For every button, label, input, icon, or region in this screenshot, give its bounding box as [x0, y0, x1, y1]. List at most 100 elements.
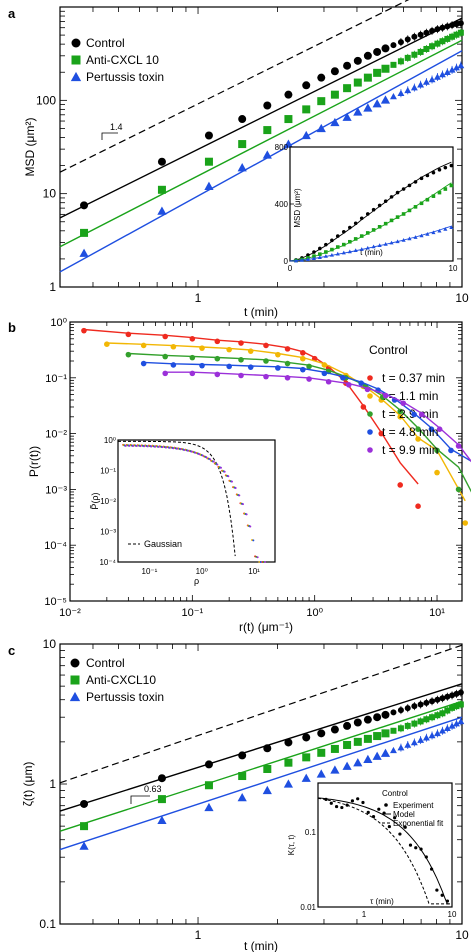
- inset-bg: [118, 440, 275, 562]
- inset-point: [425, 197, 430, 202]
- panel-c: c 1 10 0.1 1 10 t (min) ζ(t) (μm) 0.63 Control Ant…: [8, 637, 469, 952]
- data-point: [457, 689, 464, 696]
- data-point: [390, 93, 397, 100]
- data-point: [423, 699, 430, 706]
- inset-point: [424, 855, 428, 859]
- data-point: [300, 366, 306, 373]
- inset-point: [353, 248, 358, 252]
- data-point: [404, 54, 411, 61]
- y-axis-label: P(r(t)): [27, 446, 41, 477]
- plot-frame: [59, 6, 463, 288]
- inset-point: [190, 450, 193, 453]
- data-point: [317, 748, 326, 757]
- inset-point: [377, 203, 382, 208]
- inset-point: [318, 252, 322, 256]
- inset-point: [377, 225, 382, 229]
- inset-point: [443, 165, 448, 170]
- data-point: [433, 73, 441, 80]
- data-point: [214, 371, 221, 378]
- data-point: [306, 376, 312, 382]
- data-point: [353, 737, 362, 746]
- gaussian-curve: [118, 440, 236, 557]
- data-point: [381, 44, 390, 53]
- inset-point: [227, 475, 230, 478]
- inset-point: [335, 234, 340, 238]
- inset-point: [165, 446, 168, 449]
- inset-point: [293, 258, 299, 263]
- legend-marker: [70, 71, 82, 82]
- data-point: [434, 469, 440, 476]
- inset-point: [371, 815, 376, 819]
- inset-y-axis-label: P̃(ρ): [90, 492, 100, 509]
- data-point: [204, 760, 213, 769]
- model-curve: [83, 328, 419, 485]
- data-point: [80, 228, 89, 237]
- inset-y-tick-label: 0: [284, 257, 289, 266]
- data-point: [457, 717, 465, 725]
- inset-point: [419, 201, 424, 206]
- inset-fit: [289, 182, 452, 262]
- inset-y-tick-label: 10⁻²: [100, 497, 116, 506]
- data-point: [79, 841, 89, 850]
- inset-point: [361, 800, 365, 805]
- data-point: [300, 355, 306, 362]
- legend-marker: [71, 38, 81, 48]
- inset-y-tick-label: 800: [275, 143, 289, 152]
- data-point: [263, 373, 269, 380]
- data-point: [125, 331, 132, 338]
- data-point: [363, 103, 373, 112]
- inset-point: [383, 199, 388, 203]
- inset-point: [419, 176, 424, 181]
- data-point: [80, 822, 89, 831]
- y-tick-label: 100: [36, 93, 56, 107]
- inset-point: [179, 448, 182, 451]
- slope-label: 1.4: [110, 122, 123, 132]
- slope-bracket: [101, 132, 118, 140]
- data-point: [237, 163, 247, 172]
- legend-label: Control: [86, 36, 125, 50]
- data-point: [283, 139, 294, 148]
- inset-point: [205, 456, 208, 459]
- data-point: [321, 362, 328, 368]
- data-point: [415, 436, 421, 442]
- data-point: [317, 729, 326, 738]
- inset-point: [407, 236, 412, 241]
- x-axis-label: t (min): [244, 939, 278, 952]
- data-point: [410, 739, 418, 746]
- data-point: [404, 705, 411, 712]
- data-point: [316, 123, 326, 133]
- inset-point: [312, 250, 316, 254]
- data-point: [353, 718, 362, 727]
- data-point: [263, 358, 269, 364]
- data-point: [162, 370, 169, 377]
- inset-point: [146, 445, 149, 448]
- data-point: [404, 722, 411, 729]
- inset-y-tick-label: 0.01: [300, 903, 316, 912]
- data-point: [330, 765, 340, 774]
- data-point: [238, 357, 244, 363]
- data-point: [411, 703, 418, 710]
- y-tick-label: 1: [49, 280, 56, 294]
- data-point: [434, 696, 441, 703]
- data-point: [345, 381, 352, 388]
- x-tick-label: 10: [455, 291, 469, 305]
- legend-marker: [367, 447, 373, 453]
- inset-point: [350, 799, 355, 803]
- data-point: [429, 714, 436, 721]
- data-point: [330, 67, 339, 76]
- data-point: [397, 89, 405, 97]
- data-point: [397, 744, 405, 751]
- plot-frame: [317, 782, 453, 908]
- data-point: [390, 709, 397, 716]
- inset-point: [353, 237, 358, 241]
- x-tick-label: 10⁰: [306, 607, 323, 619]
- data-point: [411, 51, 418, 58]
- inset-point: [437, 168, 442, 172]
- inset-point: [414, 846, 418, 850]
- data-point: [358, 380, 365, 387]
- data-point: [438, 727, 446, 734]
- legend-label: t = 0.37 min: [382, 371, 445, 385]
- data-point: [238, 751, 247, 760]
- fit-line: [59, 700, 463, 832]
- legend-label: Pertussis toxin: [86, 70, 164, 84]
